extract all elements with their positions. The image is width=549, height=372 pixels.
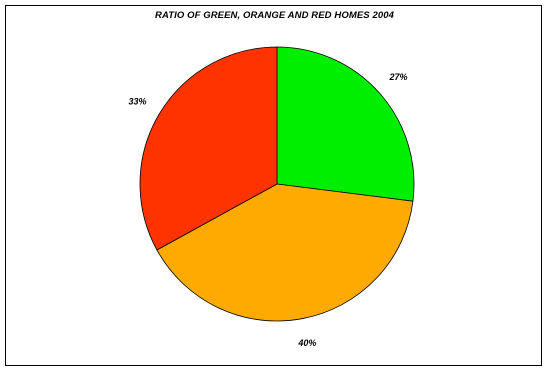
pie-slice-3 — [139, 46, 278, 251]
pie-slice-label-2: 40% — [297, 338, 316, 348]
pie-slice-1 — [276, 46, 415, 202]
pie-slice-2 — [156, 183, 414, 322]
pie-slice-label-1: 27% — [389, 72, 408, 82]
pie-slice-label-3: 33% — [129, 97, 147, 107]
pie-slices — [139, 46, 415, 322]
pie-labels: 27% 40% 33% — [129, 72, 408, 348]
chart-title: RATIO OF GREEN, ORANGE AND RED HOMES 200… — [155, 10, 394, 21]
